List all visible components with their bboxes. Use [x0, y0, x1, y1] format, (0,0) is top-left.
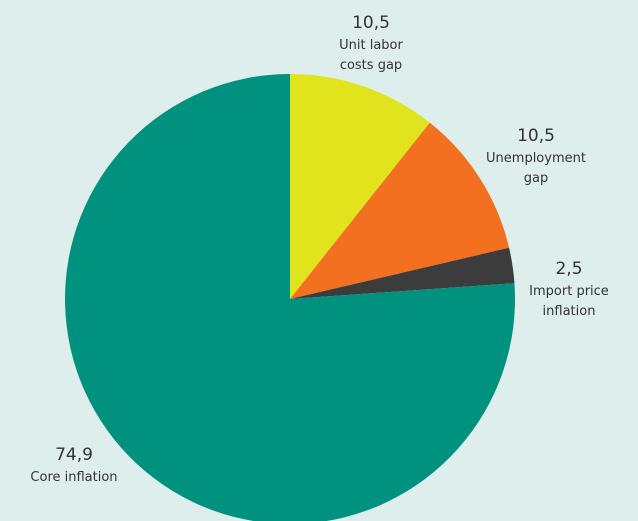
pie-slice-unemployment-gap — [290, 122, 510, 299]
pie-value-label: 2,5 — [555, 259, 582, 279]
pie-category-label: Import price — [529, 284, 609, 299]
pie-label-core-inflation: 74,9 Core inflation — [30, 445, 117, 485]
pie-label-unit-labor-costs-gap: 10,5 Unit labor costs gap — [339, 13, 403, 73]
pie-label-unemployment-gap: 10,5 Unemployment gap — [486, 126, 586, 186]
pie-category-label: costs gap — [340, 58, 402, 73]
pie-value-label: 74,9 — [55, 445, 93, 465]
pie-category-label: inflation — [543, 304, 596, 319]
pie-category-label: Unemployment — [486, 151, 586, 166]
pie-category-label: Core inflation — [30, 470, 117, 485]
pie-slice-unit-labor-costs-gap — [290, 74, 430, 299]
pie-slice-core-inflation — [65, 74, 515, 521]
pie-value-label: 10,5 — [352, 13, 390, 33]
pie-category-label: gap — [524, 171, 548, 186]
pie-slice-import-price-inflation — [290, 247, 515, 299]
pie-value-label: 10,5 — [517, 126, 555, 146]
pie-label-import-price-inflation: 2,5 Import price inflation — [529, 259, 609, 319]
pie-category-label: Unit labor — [339, 38, 403, 53]
